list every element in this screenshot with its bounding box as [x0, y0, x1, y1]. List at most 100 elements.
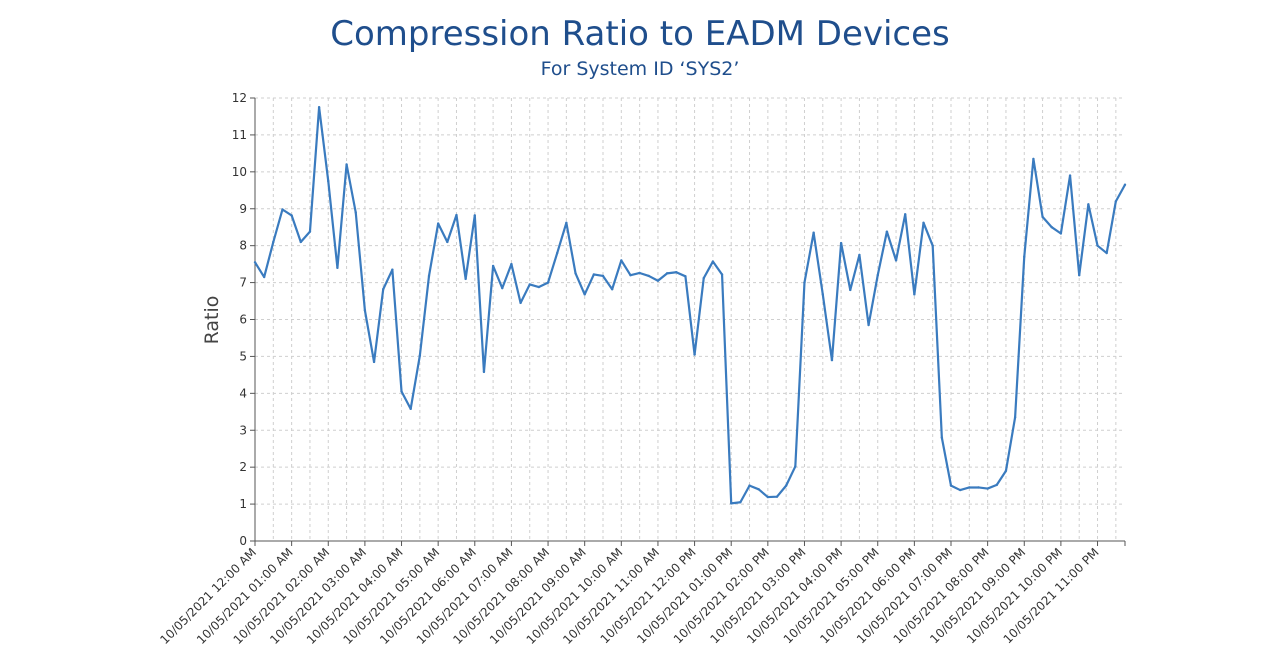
data-point [977, 486, 980, 489]
data-point [610, 288, 614, 291]
data-point [363, 309, 367, 312]
data-point [629, 274, 632, 277]
data-point [858, 253, 861, 257]
data-point [446, 240, 449, 244]
data-point [739, 501, 742, 504]
data-point [1004, 469, 1008, 473]
data-point [684, 275, 687, 278]
data-point [409, 407, 412, 411]
y-tick-label: 2 [239, 460, 247, 474]
data-point [711, 260, 715, 263]
data-point [1078, 274, 1081, 277]
y-axis-title: Ratio [201, 296, 223, 345]
data-point [354, 211, 357, 214]
data-point [482, 370, 486, 374]
data-point [464, 277, 467, 281]
data-point [1096, 244, 1099, 247]
data-point [262, 275, 266, 279]
data-point [327, 179, 330, 183]
data-point [995, 483, 998, 487]
data-point [620, 259, 623, 262]
data-point [913, 293, 916, 296]
data-point [336, 266, 339, 270]
chart-title: Compression Ratio to EADM Devices [330, 14, 950, 54]
data-point [803, 281, 806, 284]
data-point [730, 502, 733, 505]
data-point [784, 484, 788, 487]
data-point [473, 214, 476, 217]
data-point [894, 259, 898, 262]
y-tick-label: 9 [239, 202, 247, 216]
data-point [1032, 157, 1035, 161]
data-point [940, 436, 944, 439]
data-point [931, 244, 934, 247]
data-point [528, 283, 531, 286]
y-tick-label: 1 [239, 497, 247, 511]
data-point [501, 286, 504, 290]
data-point [253, 261, 257, 264]
data-point [317, 106, 321, 109]
data-point [299, 240, 302, 244]
y-tick-label: 11 [232, 128, 247, 142]
grid-lines [255, 97, 1125, 541]
data-point [748, 484, 751, 487]
data-point [839, 241, 843, 245]
data-point [281, 208, 284, 211]
data-point [812, 231, 815, 234]
data-point [656, 279, 660, 282]
data-point [876, 274, 879, 277]
y-tick-label: 8 [239, 239, 247, 253]
data-point [968, 486, 971, 489]
data-point [308, 230, 312, 233]
data-point [418, 354, 422, 357]
data-point [775, 495, 779, 498]
data-point [867, 323, 870, 327]
y-tick-label: 6 [239, 313, 247, 327]
data-point [922, 221, 925, 224]
data-point [400, 390, 403, 393]
data-point [1050, 226, 1053, 229]
data-point [638, 271, 641, 275]
data-point [565, 221, 568, 224]
y-tick-label: 0 [239, 534, 247, 548]
data-point [1023, 255, 1026, 258]
data-point [372, 360, 376, 364]
data-point [693, 353, 696, 356]
data-point [821, 293, 824, 296]
data-point [885, 230, 889, 233]
y-tick-label: 12 [232, 91, 247, 105]
data-point [647, 274, 650, 278]
series-group [253, 106, 1127, 505]
data-point [986, 487, 989, 490]
data-point [592, 273, 596, 276]
data-point [830, 358, 834, 362]
data-point [1041, 215, 1044, 219]
data-point [391, 268, 394, 271]
data-point [455, 213, 458, 217]
data-point [537, 285, 541, 289]
data-point [702, 276, 705, 280]
data-point [665, 272, 669, 275]
data-point [794, 465, 797, 468]
data-point [949, 484, 953, 487]
data-point [766, 495, 770, 499]
data-point [436, 222, 440, 225]
data-point [272, 240, 275, 244]
data-point [1068, 174, 1072, 177]
data-point [382, 288, 385, 291]
data-point [757, 488, 760, 491]
data-point [720, 273, 724, 276]
data-point [491, 264, 495, 268]
y-tick-label: 10 [232, 165, 247, 179]
y-tick-label: 7 [239, 276, 247, 290]
y-tick-label: 5 [239, 349, 247, 363]
series-line [254, 106, 1126, 505]
chart-subtitle: For System ID ‘SYS2’ [540, 58, 740, 80]
y-tick-label: 4 [239, 386, 247, 400]
data-point [556, 251, 559, 255]
data-point [601, 274, 605, 278]
data-point [427, 274, 431, 278]
data-point [519, 301, 522, 305]
